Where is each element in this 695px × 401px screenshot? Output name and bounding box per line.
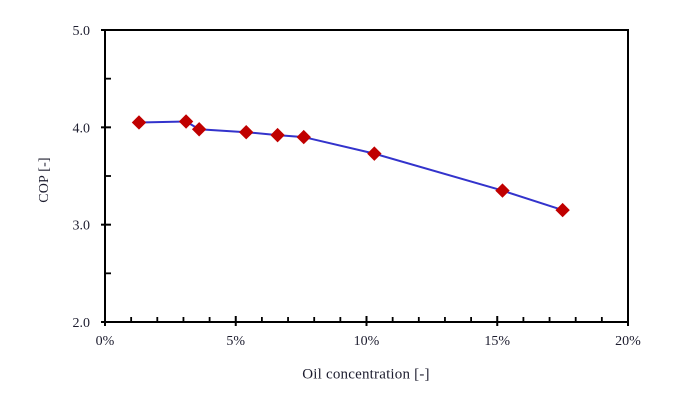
x-tick-label: 20% — [615, 334, 641, 349]
data-point-marker — [178, 114, 194, 129]
data-point-marker — [495, 183, 510, 198]
y-tick-label: 3.0 — [73, 219, 91, 234]
series-line — [138, 120, 563, 212]
x-tick-label: 5% — [226, 334, 245, 349]
plot-border — [104, 29, 629, 323]
x-tick-label: 0% — [96, 334, 115, 349]
x-tick-label: 15% — [484, 334, 510, 349]
data-point-marker — [131, 115, 147, 130]
data-point-marker — [270, 127, 285, 143]
data-point-marker — [367, 146, 382, 161]
x-tick-label: 10% — [354, 334, 380, 349]
data-point-marker — [296, 129, 311, 145]
data-point-marker — [191, 122, 207, 137]
y-tick-label: 5.0 — [73, 24, 91, 39]
data-point-marker — [239, 124, 254, 140]
data-point-marker — [555, 202, 570, 218]
y-tick-label: 2.0 — [73, 316, 91, 331]
y-tick-label: 4.0 — [73, 121, 91, 136]
y-axis-title: COP [-] — [37, 157, 52, 203]
x-axis-title: Oil concentration [-] — [302, 366, 430, 383]
